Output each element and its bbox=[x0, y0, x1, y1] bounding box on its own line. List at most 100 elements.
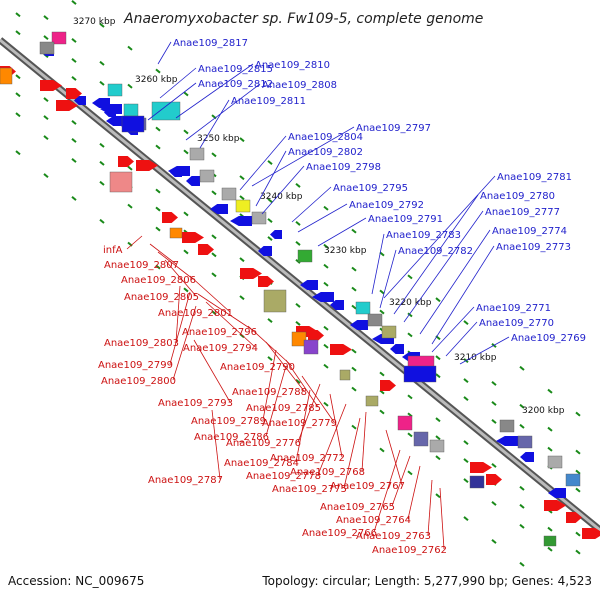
forward-gene-label: Anae109_2777 bbox=[485, 207, 560, 218]
scale-dash bbox=[379, 447, 385, 453]
scale-dash bbox=[463, 320, 469, 326]
scale-dash bbox=[547, 546, 553, 552]
forward-gene-label: Anae109_2782 bbox=[398, 246, 473, 257]
reverse-gene-arrow bbox=[104, 108, 116, 117]
scale-dash bbox=[267, 160, 273, 165]
red-leader-line bbox=[164, 259, 197, 297]
scale-dash bbox=[155, 206, 161, 212]
scale-dash bbox=[211, 234, 217, 240]
reverse-gene-label: Anae109_2790 bbox=[220, 362, 295, 373]
scale-dash bbox=[519, 403, 525, 409]
forward-gene-arrow bbox=[136, 160, 158, 171]
gene-features bbox=[0, 31, 600, 547]
reverse-gene-label: Anae109_2803 bbox=[104, 338, 179, 349]
kbp-tick-label: 3230 kbp bbox=[324, 246, 367, 256]
reverse-gene-label: Anae109_2794 bbox=[183, 343, 258, 354]
reverse-gene-label: Anae109_2805 bbox=[124, 292, 199, 303]
forward-gene-arrow bbox=[66, 88, 82, 99]
red-leader-line bbox=[262, 349, 277, 421]
forward-gene-label: Anae109_2808 bbox=[262, 80, 337, 91]
scale-dash bbox=[15, 150, 21, 156]
scale-dash bbox=[379, 371, 385, 377]
red-leader-line bbox=[301, 375, 335, 423]
red-leader-line bbox=[149, 243, 177, 265]
scale-dash bbox=[239, 175, 245, 181]
reverse-gene-label: Anae109_2779 bbox=[262, 418, 337, 429]
blue-leader-line bbox=[393, 194, 479, 315]
scale-dash bbox=[99, 22, 105, 28]
scale-dash bbox=[575, 531, 581, 537]
reverse-gene-label: Anae109_2801 bbox=[158, 308, 233, 319]
scale-dash bbox=[71, 158, 77, 163]
forward-gene-label: Anae109_2802 bbox=[288, 147, 363, 158]
forward-gene-label: Anae109_2773 bbox=[496, 242, 571, 253]
reverse-gene-arrow bbox=[74, 96, 86, 105]
blue-leader-line bbox=[431, 245, 495, 345]
scale-dash bbox=[575, 449, 581, 455]
red-leader-line bbox=[407, 465, 421, 520]
scale-dash bbox=[239, 295, 245, 301]
red-leader-line bbox=[361, 411, 367, 472]
scale-dash bbox=[43, 15, 49, 21]
kbp-ticks: 3270 kbp 3260 kbp 3250 kbp 3240 kbp 3230 kbp… bbox=[73, 17, 565, 416]
scale-dash bbox=[155, 144, 161, 150]
scale-dash bbox=[43, 35, 49, 41]
red-leader-line bbox=[126, 235, 143, 250]
scale-dash bbox=[127, 83, 133, 89]
scale-dash bbox=[295, 320, 301, 326]
scale-dash bbox=[15, 92, 21, 98]
scale-dash bbox=[463, 516, 469, 522]
forward-gene-arrow bbox=[470, 462, 492, 473]
scale-dash bbox=[435, 455, 441, 461]
gene-box bbox=[199, 169, 215, 183]
gene-box bbox=[291, 331, 307, 347]
reverse-gene-label: Anae109_2788 bbox=[232, 387, 307, 398]
gene-box bbox=[51, 31, 67, 45]
forward-gene-label: Anae109_2771 bbox=[476, 303, 551, 314]
reverse-gene-label: Anae109_2799 bbox=[98, 360, 173, 371]
reverse-gene-arrow bbox=[230, 216, 252, 226]
kbp-tick-label: 3210 kbp bbox=[454, 353, 497, 363]
scale-dash bbox=[71, 38, 77, 43]
reverse-gene-label: Anae109_2784 bbox=[224, 458, 299, 469]
scale-dash bbox=[547, 426, 553, 432]
scale-dash bbox=[183, 287, 189, 293]
forward-gene-label: Anae109_2798 bbox=[306, 162, 381, 173]
reverse-gene-arrow bbox=[106, 116, 124, 126]
gene-box bbox=[0, 67, 13, 85]
forward-gene-label: Anae109_2811 bbox=[231, 96, 306, 107]
scale-dash bbox=[407, 470, 413, 476]
gene-box bbox=[543, 535, 557, 547]
gene-box bbox=[339, 369, 351, 381]
gene-box bbox=[469, 475, 485, 489]
red-leader-line bbox=[317, 403, 347, 476]
red-leader-line bbox=[329, 393, 343, 458]
reverse-gene-arrow bbox=[330, 300, 344, 310]
scale-dash bbox=[15, 30, 21, 36]
forward-gene-arrow bbox=[330, 344, 352, 355]
forward-gene-label: Anae109_2781 bbox=[497, 172, 572, 183]
scale-dash bbox=[407, 394, 413, 400]
scale-dash bbox=[267, 356, 273, 361]
scale-dash bbox=[435, 297, 441, 303]
scale-dash bbox=[15, 74, 21, 80]
forward-gene-arrow bbox=[258, 276, 274, 287]
kbp-tick-label: 3260 kbp bbox=[135, 75, 178, 85]
scale-dash bbox=[547, 526, 553, 532]
scale-dash bbox=[15, 112, 21, 118]
scale-dash bbox=[155, 264, 161, 270]
scale-dash bbox=[239, 257, 245, 263]
scale-dash bbox=[463, 378, 469, 384]
forward-gene-arrow bbox=[182, 232, 204, 243]
red-leader-line bbox=[247, 325, 293, 367]
scale-dash bbox=[435, 435, 441, 441]
scale-dash bbox=[435, 493, 441, 499]
reverse-gene-arrow bbox=[496, 436, 518, 446]
blue-leader-line bbox=[317, 217, 367, 247]
scale-dash bbox=[463, 478, 469, 484]
reverse-gene-label: Anae109_2776 bbox=[226, 438, 301, 449]
scale-dash bbox=[323, 281, 329, 287]
scale-dash bbox=[183, 249, 189, 255]
red-leader-line bbox=[295, 389, 311, 463]
scale-dash bbox=[323, 343, 329, 349]
